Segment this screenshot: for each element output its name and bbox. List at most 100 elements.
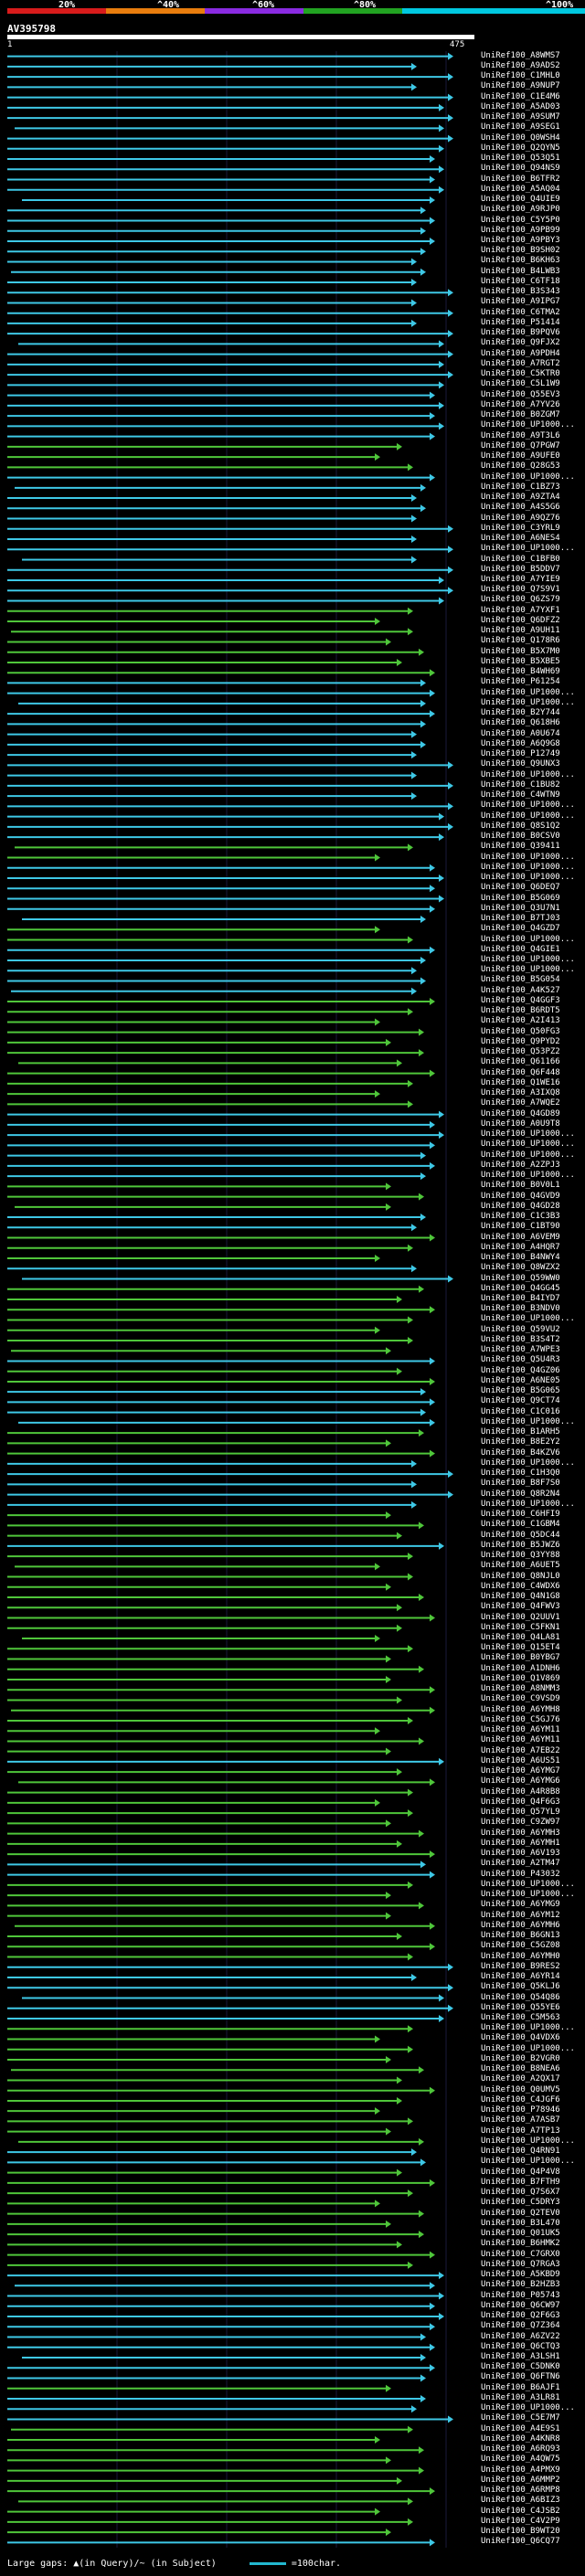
hit-label[interactable]: UniRef100_B6KH63 bbox=[481, 256, 560, 266]
hit-label[interactable]: UniRef100_A6Q9G8 bbox=[481, 738, 560, 748]
hit-label[interactable]: UniRef100_UP1000... bbox=[481, 472, 575, 482]
hit-label[interactable]: UniRef100_C9VSD9 bbox=[481, 1694, 560, 1704]
hit-label[interactable]: UniRef100_UP1000... bbox=[481, 2136, 575, 2146]
hit-label[interactable]: UniRef100_UP1000... bbox=[481, 1171, 575, 1181]
hit-label[interactable]: UniRef100_A6VEM9 bbox=[481, 1232, 560, 1242]
hit-label[interactable]: UniRef100_A6V193 bbox=[481, 1849, 560, 1859]
hit-label[interactable]: UniRef100_Q4GZD7 bbox=[481, 924, 560, 934]
hit-label[interactable]: UniRef100_A7TP13 bbox=[481, 2125, 560, 2136]
hit-label[interactable]: UniRef100_B0YBG7 bbox=[481, 1653, 560, 1663]
hit-label[interactable]: UniRef100_Q8NJL0 bbox=[481, 1571, 560, 1581]
hit-label[interactable]: UniRef100_Q55EV3 bbox=[481, 389, 560, 399]
hit-label[interactable]: UniRef100_C3YRL9 bbox=[481, 523, 560, 533]
hit-label[interactable]: UniRef100_A2TM47 bbox=[481, 1859, 560, 1869]
hit-label[interactable]: UniRef100_B4WH69 bbox=[481, 667, 560, 677]
hit-label[interactable]: UniRef100_A4HQR7 bbox=[481, 1242, 560, 1252]
hit-label[interactable]: UniRef100_B5G054 bbox=[481, 975, 560, 985]
hit-label[interactable]: UniRef100_C4JSB2 bbox=[481, 2506, 560, 2516]
hit-label[interactable]: UniRef100_Q59WW0 bbox=[481, 1273, 560, 1283]
hit-label[interactable]: UniRef100_UP1000... bbox=[481, 420, 575, 430]
hit-label[interactable]: UniRef100_C4V2P9 bbox=[481, 2516, 560, 2526]
hit-label[interactable]: UniRef100_Q4F6G3 bbox=[481, 1797, 560, 1807]
hit-label[interactable]: UniRef100_A9UFE0 bbox=[481, 451, 560, 461]
hit-label[interactable]: UniRef100_B5G065 bbox=[481, 1386, 560, 1396]
hit-label[interactable]: UniRef100_A9IPG7 bbox=[481, 297, 560, 307]
hit-label[interactable]: UniRef100_A6YM11 bbox=[481, 1725, 560, 1735]
hit-label[interactable]: UniRef100_C5Y5P0 bbox=[481, 215, 560, 225]
hit-label[interactable]: UniRef100_C5M563 bbox=[481, 2012, 560, 2022]
hit-label[interactable]: UniRef100_B3L470 bbox=[481, 2218, 560, 2228]
hit-label[interactable]: UniRef100_Q54Q86 bbox=[481, 1992, 560, 2002]
hit-label[interactable]: UniRef100_Q57YL9 bbox=[481, 1807, 560, 1818]
hit-label[interactable]: UniRef100_A9PBY3 bbox=[481, 235, 560, 245]
hit-label[interactable]: UniRef100_Q3U7N1 bbox=[481, 903, 560, 913]
hit-label[interactable]: UniRef100_A4E9S1 bbox=[481, 2423, 560, 2433]
hit-label[interactable]: UniRef100_C1MHL0 bbox=[481, 71, 560, 81]
hit-label[interactable]: UniRef100_UP1000... bbox=[481, 697, 575, 707]
hit-label[interactable]: UniRef100_B6HMK2 bbox=[481, 2239, 560, 2249]
hit-label[interactable]: UniRef100_Q61166 bbox=[481, 1057, 560, 1067]
hit-label[interactable]: UniRef100_Q1V869 bbox=[481, 1673, 560, 1683]
hit-label[interactable]: UniRef100_Q2TEV0 bbox=[481, 2208, 560, 2218]
hit-label[interactable]: UniRef100_C4WDX6 bbox=[481, 1581, 560, 1591]
hit-label[interactable]: UniRef100_B9WT20 bbox=[481, 2527, 560, 2537]
hit-label[interactable]: UniRef100_A6YMH6 bbox=[481, 1920, 560, 1930]
hit-label[interactable]: UniRef100_Q55YE6 bbox=[481, 2002, 560, 2012]
hit-label[interactable]: UniRef100_A9ADS2 bbox=[481, 60, 560, 70]
hit-label[interactable]: UniRef100_Q8WZX2 bbox=[481, 1263, 560, 1273]
hit-label[interactable]: UniRef100_C1BU82 bbox=[481, 779, 560, 790]
hit-label[interactable]: UniRef100_C1E4M6 bbox=[481, 91, 560, 101]
hit-label[interactable]: UniRef100_UP1000... bbox=[481, 2403, 575, 2413]
hit-label[interactable]: UniRef100_P51414 bbox=[481, 317, 560, 327]
hit-label[interactable]: UniRef100_A7YIE9 bbox=[481, 575, 560, 584]
hit-label[interactable]: UniRef100_Q7S6X7 bbox=[481, 2188, 560, 2198]
hit-label[interactable]: UniRef100_Q9PYD2 bbox=[481, 1036, 560, 1046]
hit-label[interactable]: UniRef100_A4S5G6 bbox=[481, 503, 560, 513]
hit-label[interactable]: UniRef100_A9QZ76 bbox=[481, 513, 560, 523]
hit-label[interactable]: UniRef100_C5E7M7 bbox=[481, 2413, 560, 2423]
hit-label[interactable]: UniRef100_Q4VDX6 bbox=[481, 2033, 560, 2043]
hit-label[interactable]: UniRef100_Q9CT74 bbox=[481, 1396, 560, 1406]
hit-label[interactable]: UniRef100_Q7RGA3 bbox=[481, 2259, 560, 2269]
hit-label[interactable]: UniRef100_B5XBE5 bbox=[481, 656, 560, 666]
hit-label[interactable]: UniRef100_B2VGR0 bbox=[481, 2053, 560, 2063]
hit-label[interactable]: UniRef100_B4KZV6 bbox=[481, 1447, 560, 1458]
hit-label[interactable]: UniRef100_UP1000... bbox=[481, 769, 575, 779]
hit-label[interactable]: UniRef100_A7WQE2 bbox=[481, 1098, 560, 1108]
hit-label[interactable]: UniRef100_A4PMX9 bbox=[481, 2465, 560, 2475]
hit-label[interactable]: UniRef100_B9RES2 bbox=[481, 1961, 560, 1971]
hit-label[interactable]: UniRef100_A2I413 bbox=[481, 1016, 560, 1026]
hit-label[interactable]: UniRef100_A6YR14 bbox=[481, 1972, 560, 1982]
hit-label[interactable]: UniRef100_Q4N1G8 bbox=[481, 1592, 560, 1602]
hit-label[interactable]: UniRef100_UP1000... bbox=[481, 811, 575, 821]
hit-label[interactable]: UniRef100_Q9FJX2 bbox=[481, 338, 560, 348]
hit-label[interactable]: UniRef100_A6NES4 bbox=[481, 534, 560, 544]
hit-label[interactable]: UniRef100_UP1000... bbox=[481, 2157, 575, 2167]
hit-label[interactable]: UniRef100_Q4P4V8 bbox=[481, 2167, 560, 2177]
hit-label[interactable]: UniRef100_C6TF18 bbox=[481, 276, 560, 286]
hit-label[interactable]: UniRef100_A6US51 bbox=[481, 1755, 560, 1765]
hit-label[interactable]: UniRef100_A6YMH8 bbox=[481, 1704, 560, 1714]
hit-label[interactable]: UniRef100_B7TJ03 bbox=[481, 914, 560, 924]
hit-label[interactable]: UniRef100_C6HFI9 bbox=[481, 1510, 560, 1520]
hit-label[interactable]: UniRef100_B6RDT5 bbox=[481, 1006, 560, 1016]
hit-label[interactable]: UniRef100_UP1000... bbox=[481, 544, 575, 554]
hit-label[interactable]: UniRef100_P78946 bbox=[481, 2105, 560, 2115]
hit-label[interactable]: UniRef100_Q7S9V1 bbox=[481, 585, 560, 595]
hit-label[interactable]: UniRef100_A6MMP2 bbox=[481, 2475, 560, 2485]
hit-label[interactable]: UniRef100_A9ZTA4 bbox=[481, 493, 560, 503]
hit-label[interactable]: UniRef100_C6TMA2 bbox=[481, 307, 560, 317]
hit-label[interactable]: UniRef100_A6UET5 bbox=[481, 1561, 560, 1571]
hit-label[interactable]: UniRef100_A7EB22 bbox=[481, 1745, 560, 1755]
hit-label[interactable]: UniRef100_Q5DC44 bbox=[481, 1530, 560, 1540]
hit-label[interactable]: UniRef100_A6YM11 bbox=[481, 1735, 560, 1745]
hit-label[interactable]: UniRef100_B9PQV6 bbox=[481, 328, 560, 338]
hit-label[interactable]: UniRef100_UP1000... bbox=[481, 800, 575, 811]
hit-label[interactable]: UniRef100_A2QX17 bbox=[481, 2074, 560, 2084]
hit-label[interactable]: UniRef100_C1H3Q0 bbox=[481, 1468, 560, 1479]
hit-label[interactable]: UniRef100_Q2UUV1 bbox=[481, 1612, 560, 1622]
hit-label[interactable]: UniRef100_A6YMG6 bbox=[481, 1776, 560, 1786]
hit-label[interactable]: UniRef100_A4K527 bbox=[481, 985, 560, 995]
hit-label[interactable]: UniRef100_Q6DFZ2 bbox=[481, 615, 560, 625]
hit-label[interactable]: UniRef100_B7FTH9 bbox=[481, 2177, 560, 2187]
